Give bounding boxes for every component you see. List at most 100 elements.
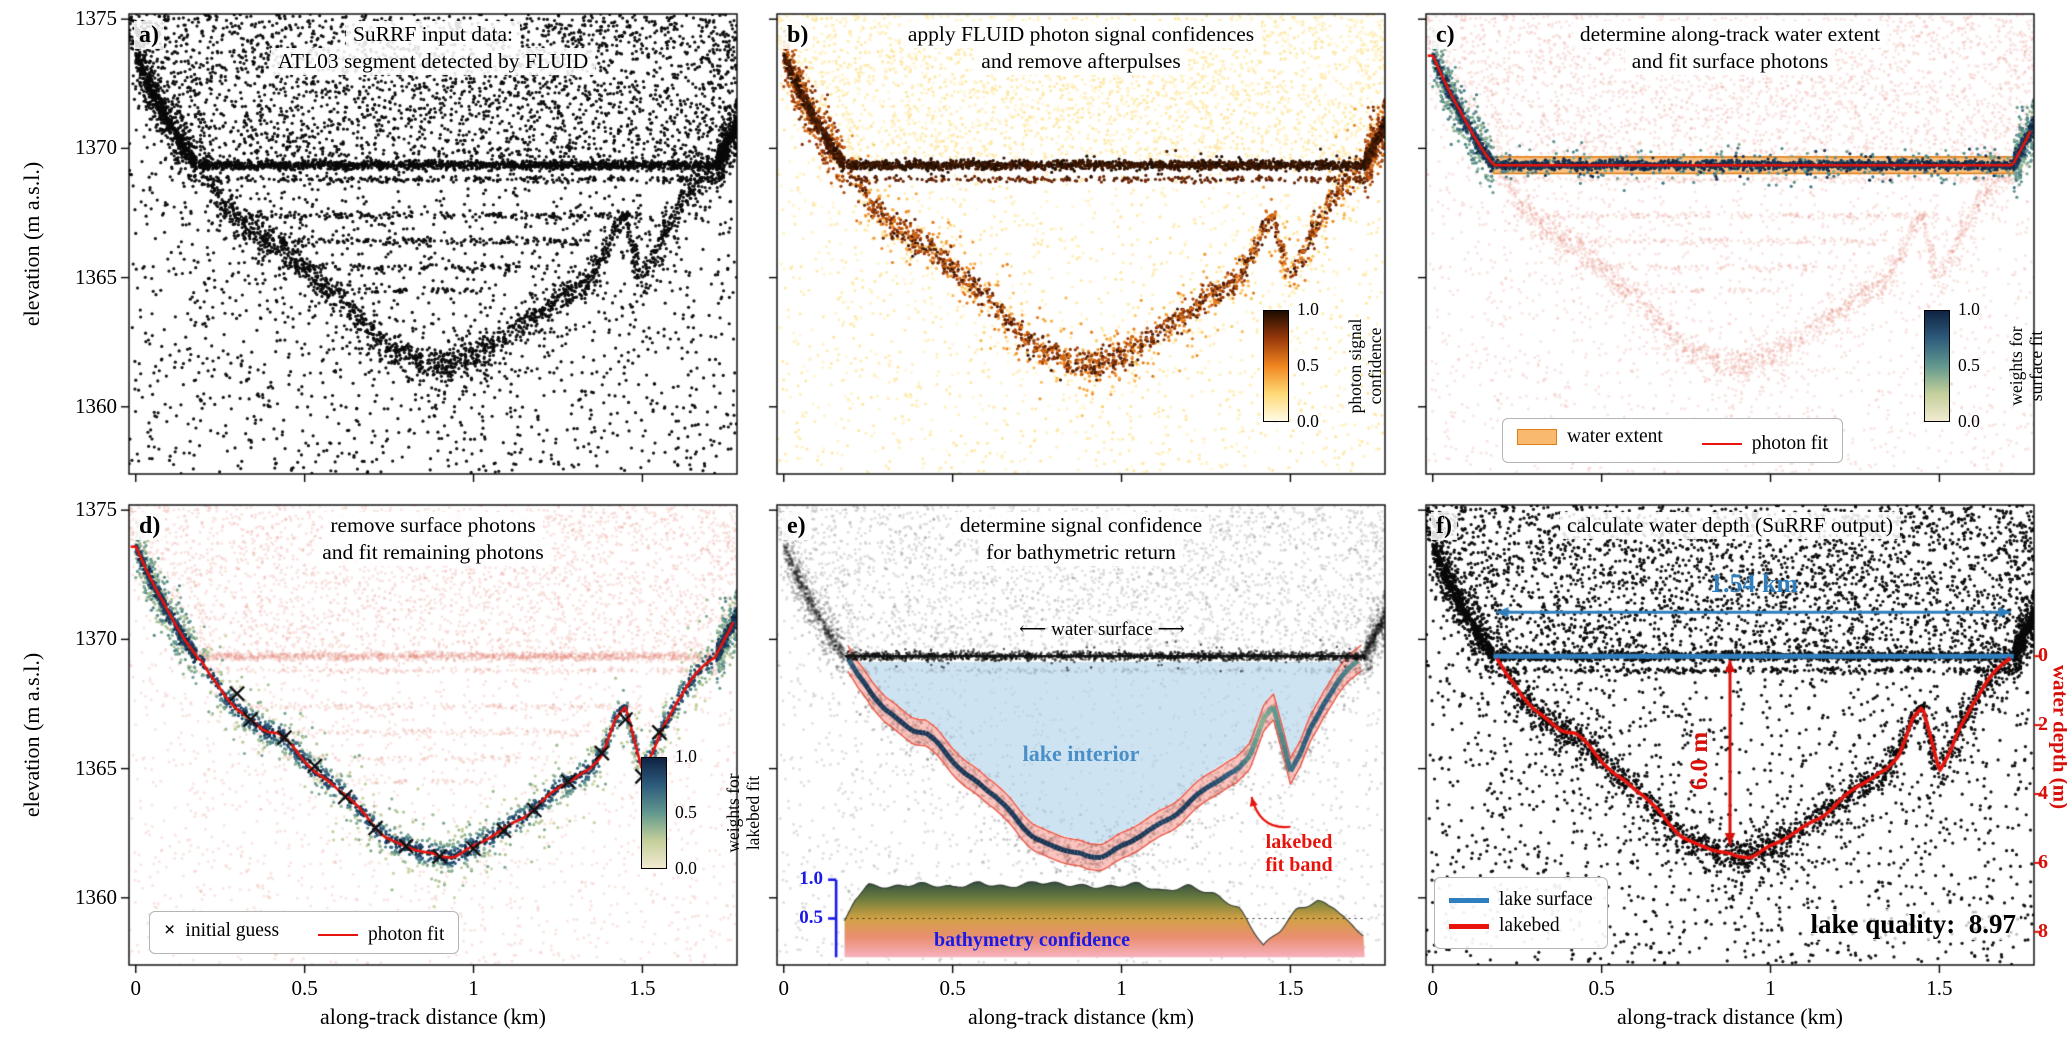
legend: water extent photon fit (1502, 418, 1844, 463)
panel-e-scatter-canvas (761, 489, 1401, 981)
xlabel: along-track distance (km) (1616, 1004, 1843, 1029)
panel-e-title: determine signal confidence for bathymet… (777, 512, 1385, 567)
colorbar-label: weights for surface fit (2005, 326, 2046, 406)
depth-axis-label: water depth (m) (2048, 664, 2067, 810)
x-tick-label: 0.5 (939, 976, 966, 1000)
legend-item-photon-fit: photon fit (1701, 433, 1829, 455)
depth-tick-label: 2 (2038, 713, 2048, 736)
panel-e: 0 0.5 1 1.5 along-track distance (km) e) de… (761, 489, 1401, 1029)
y-tick-label: 1375 (75, 6, 117, 31)
xlabel: along-track distance (km) (967, 1004, 1194, 1029)
panel-b-title: apply FLUID photon signal confidences an… (777, 21, 1385, 76)
panel-letter-f: f) (1431, 512, 1457, 541)
panel-d: 1360 1365 1370 1375 0 0.5 1 1.5 along-track di… (75, 489, 763, 1029)
legend-label: lake surface (1499, 889, 1593, 910)
panel-c-title: determine along-track water extent and f… (1426, 21, 2034, 76)
x-tick-label: 1.5 (629, 976, 656, 1000)
panel-b-scatter-canvas (761, 0, 1401, 490)
xlabel: along-track distance (km) (319, 1004, 546, 1029)
legend-item-photon-fit: photon fit (317, 924, 445, 946)
y-tick-label: 1370 (75, 135, 117, 160)
water-surface-annotation: ⟵ water surface ⟶ (1019, 619, 1185, 640)
colorbar-tick-label: 0.5 (675, 802, 697, 822)
panel-a-scatter-canvas (113, 0, 753, 490)
max-depth-annotation: 6.0 m (1686, 731, 1713, 791)
legend-label: initial guess (185, 919, 280, 941)
lake-surface-swatch (1449, 897, 1489, 903)
depth-tick-label: 4 (2038, 782, 2048, 804)
colorbar-tick-label: 0.0 (675, 858, 697, 878)
colorbar-tick-label: 0.0 (1958, 411, 1980, 431)
panel-letter-e: e) (782, 512, 811, 541)
panel-c: c) determine along-track water extent an… (1410, 0, 2050, 490)
lake-width-annotation: 1.54 km (1709, 569, 1799, 598)
confidence-tick-label: 0.5 (799, 907, 823, 928)
x-tick-label: 1 (1116, 976, 1127, 1000)
colorbar-tick-label: 1.0 (1958, 299, 1980, 319)
lakebed-swatch (1449, 923, 1489, 929)
colorbar-gradient (1263, 310, 1289, 422)
x-tick-label: 1 (1765, 976, 1776, 1000)
legend: lake surface lakebed (1434, 877, 1608, 949)
depth-tick-label: 0 (2038, 644, 2048, 667)
legend-label: water extent (1567, 426, 1663, 447)
panel-letter-d: d) (134, 512, 166, 541)
legend-item-water-extent: water extent (1517, 426, 1663, 448)
photon-fit-swatch (1701, 443, 1742, 445)
panel-d-scatter-canvas (113, 489, 753, 981)
y-tick-label: 1360 (75, 393, 117, 418)
y-tick-label: 1360 (75, 884, 117, 909)
panel-d-title: remove surface photons and fit remaining… (129, 512, 737, 567)
panel-a: 1360 1365 1370 1375 a) SuRRF input data: AT… (75, 0, 753, 490)
colorbar-photon-confidence: 0.0 0.5 1.0 photon signal confidence (1263, 299, 1385, 431)
legend: × initial guess photon fit (149, 911, 460, 954)
colorbar-gradient (1924, 310, 1950, 422)
legend-item-lakebed: lakebed (1449, 915, 1593, 937)
bathymetry-confidence-annotation: bathymetry confidence (933, 929, 1131, 951)
panel-letter-c: c) (1431, 21, 1460, 50)
depth-tick-label: 6 (2038, 850, 2048, 873)
x-tick-label: 1.5 (1926, 976, 1953, 1000)
ylabel-row2: elevation (m a.s.l.) (19, 652, 44, 818)
panel-letter-b: b) (782, 21, 814, 50)
panel-b: b) apply FLUID photon signal confidences… (761, 0, 1401, 490)
y-tick-label: 1365 (75, 264, 117, 289)
y-tick-label: 1365 (75, 755, 117, 780)
colorbar-tick-label: 1.0 (675, 746, 697, 766)
photon-fit-swatch (317, 934, 358, 936)
colorbar-tick-label: 0.5 (1958, 355, 1980, 375)
water-extent-swatch (1517, 429, 1557, 445)
x-tick-label: 0.5 (291, 976, 318, 1000)
y-tick-label: 1375 (75, 497, 117, 522)
legend-label: photon fit (1751, 433, 1829, 454)
colorbar-surface-weights: 0.0 0.5 1.0 weights for surface fit (1924, 299, 2046, 431)
colorbar-gradient (641, 757, 667, 869)
confidence-tick-label: 1.0 (799, 868, 823, 889)
x-tick-label: 1 (468, 976, 479, 1000)
x-tick-label: 0 (130, 976, 142, 1000)
legend-item-initial-guess: × initial guess (164, 919, 279, 942)
lakebed-fit-band-annotation: lakebed fit band (1265, 831, 1333, 876)
colorbar-tick-label: 0.5 (1297, 355, 1319, 375)
x-tick-label: 0.5 (1588, 976, 1615, 1000)
x-tick-label: 1.5 (1277, 976, 1304, 1000)
panel-letter-a: a) (134, 21, 164, 50)
colorbar-tick-label: 1.0 (1297, 299, 1319, 319)
lake-interior-annotation: lake interior (1022, 741, 1140, 766)
colorbar-label: photon signal confidence (1344, 318, 1385, 414)
panel-f: 0 0.5 1 1.5 along-track distance (km) f) ca… (1410, 489, 2067, 1029)
ylabel-row1: elevation (m a.s.l.) (19, 161, 44, 327)
panel-f-title: calculate water depth (SuRRF output) (1426, 512, 2034, 540)
x-tick-label: 0 (1427, 976, 1439, 1000)
colorbar-label: weights for lakebed fit (722, 773, 763, 853)
legend-label: lakebed (1499, 915, 1560, 936)
colorbar-lakebed-weights: 0.0 0.5 1.0 weights for lakebed fit (641, 746, 763, 878)
colorbar-tick-label: 0.0 (1297, 411, 1319, 431)
initial-guess-marker: × (164, 919, 176, 941)
panel-a-title: SuRRF input data: ATL03 segment detected… (129, 21, 737, 76)
x-tick-label: 0 (778, 976, 790, 1000)
legend-label: photon fit (367, 924, 445, 945)
legend-item-lake-surface: lake surface (1449, 889, 1593, 911)
lake-quality-text: lake quality: 8.97 (1806, 909, 2020, 940)
